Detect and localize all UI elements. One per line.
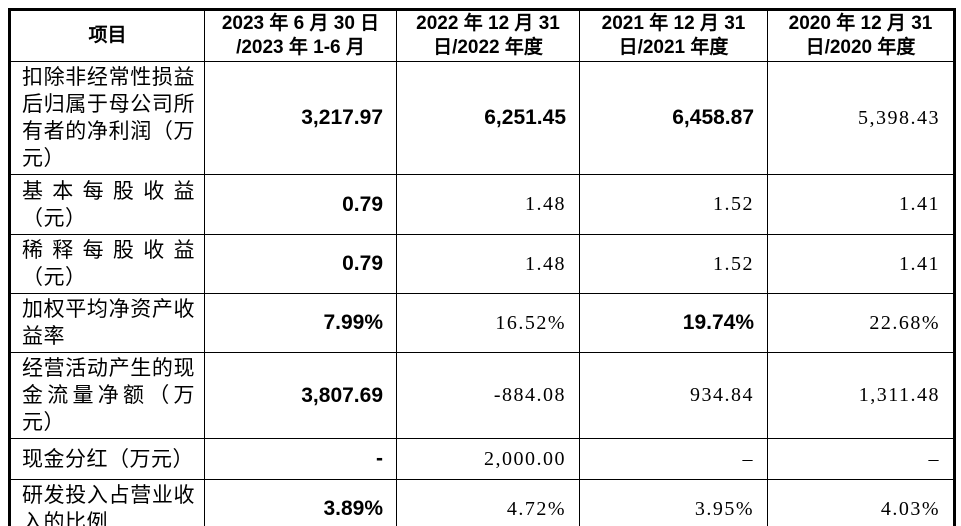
row-label: 稀释每股收益（元） — [8, 234, 205, 294]
row-label: 研发投入占营业收入的比例 — [8, 479, 205, 526]
value-cell: -884.08 — [396, 352, 580, 439]
value-cell: 3.95% — [579, 479, 768, 526]
column-header-2020: 2020 年 12 月 31 日/2020 年度 — [767, 8, 956, 62]
header-line: 2022 年 12 月 31 — [416, 13, 560, 34]
value-cell: 934.84 — [579, 352, 768, 439]
value-cell: 19.74% — [579, 293, 768, 353]
value-cell: 16.52% — [396, 293, 580, 353]
value-cell: 4.72% — [396, 479, 580, 526]
column-header-2021: 2021 年 12 月 31 日/2021 年度 — [579, 8, 768, 62]
value-cell: – — [579, 438, 768, 480]
header-line: 日/2022 年度 — [433, 37, 543, 58]
row-label: 扣除非经常性损益后归属于母公司所有者的净利润（万元） — [8, 61, 205, 175]
header-row: 项目 2023 年 6 月 30 日 /2023 年 1-6 月 2022 年 … — [8, 8, 956, 62]
table-row-diluted-eps: 稀释每股收益（元） 0.79 1.48 1.52 1.41 — [8, 234, 956, 294]
value-cell: 6,458.87 — [579, 61, 768, 175]
value-cell: 1.48 — [396, 234, 580, 294]
row-label: 加权平均净资产收益率 — [8, 293, 205, 353]
value-cell: 5,398.43 — [767, 61, 956, 175]
column-header-2022: 2022 年 12 月 31 日/2022 年度 — [396, 8, 580, 62]
table-row-operating-cash-flow: 经营活动产生的现金流量净额（万元） 3,807.69 -884.08 934.8… — [8, 352, 956, 439]
value-cell: 1.52 — [579, 234, 768, 294]
header-line: /2023 年 1-6 月 — [236, 37, 365, 58]
table-row-weighted-avg-roe: 加权平均净资产收益率 7.99% 16.52% 19.74% 22.68% — [8, 293, 956, 353]
value-cell: 0.79 — [204, 234, 397, 294]
value-cell: 0.79 — [204, 174, 397, 235]
value-cell: 6,251.45 — [396, 61, 580, 175]
financial-indicators-table: 项目 2023 年 6 月 30 日 /2023 年 1-6 月 2022 年 … — [8, 8, 956, 526]
header-line: 2023 年 6 月 30 日 — [221, 13, 380, 34]
row-label: 基本每股收益（元） — [8, 174, 205, 235]
table-row-cash-dividend: 现金分红（万元） - 2,000.00 – – — [8, 438, 956, 480]
value-cell: 22.68% — [767, 293, 956, 353]
row-label: 经营活动产生的现金流量净额（万元） — [8, 352, 205, 439]
table-row-net-profit-deducted: 扣除非经常性损益后归属于母公司所有者的净利润（万元） 3,217.97 6,25… — [8, 61, 956, 175]
value-cell: 1,311.48 — [767, 352, 956, 439]
header-line: 2020 年 12 月 31 — [788, 13, 933, 34]
value-cell: 2,000.00 — [396, 438, 580, 480]
row-label: 现金分红（万元） — [8, 438, 205, 480]
value-cell: 4.03% — [767, 479, 956, 526]
header-line: 日/2020 年度 — [805, 37, 916, 58]
value-cell: 1.48 — [396, 174, 580, 235]
column-header-item: 项目 — [8, 8, 205, 62]
value-cell: 3,217.97 — [204, 61, 397, 175]
value-cell: 3,807.69 — [204, 352, 397, 439]
table-row-basic-eps: 基本每股收益（元） 0.79 1.48 1.52 1.41 — [8, 174, 956, 235]
value-cell: 3.89% — [204, 479, 397, 526]
header-line: 日/2021 年度 — [618, 37, 729, 58]
table-row-rd-ratio: 研发投入占营业收入的比例 3.89% 4.72% 3.95% 4.03% — [8, 479, 956, 526]
value-cell: 1.41 — [767, 174, 956, 235]
header-line: 2021 年 12 月 31 — [601, 13, 746, 34]
value-cell: - — [204, 438, 397, 480]
value-cell: 1.52 — [579, 174, 768, 235]
value-cell: 1.41 — [767, 234, 956, 294]
column-header-2023: 2023 年 6 月 30 日 /2023 年 1-6 月 — [204, 8, 397, 62]
value-cell: 7.99% — [204, 293, 397, 353]
value-cell: – — [767, 438, 956, 480]
